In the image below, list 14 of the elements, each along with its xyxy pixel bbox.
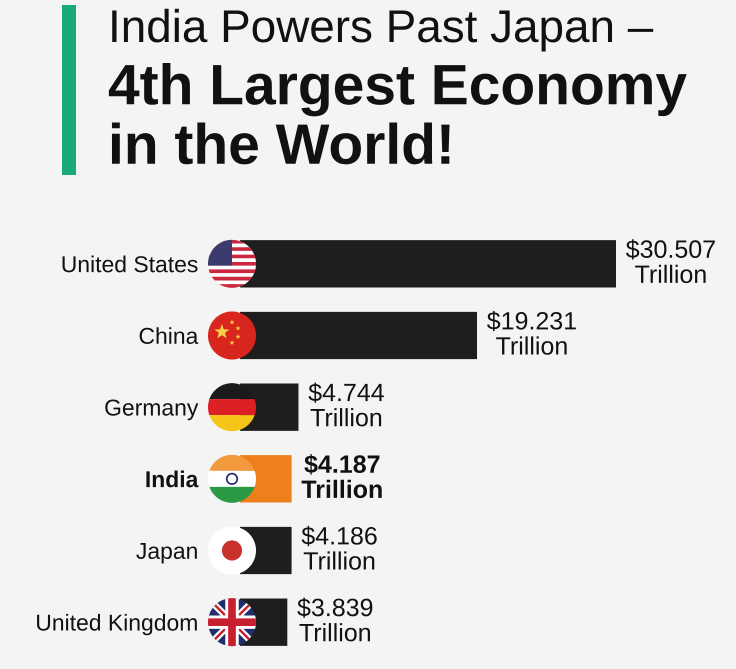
data-label: $4.744 Trillion	[308, 382, 384, 426]
data-label: $3.839 Trillion	[297, 598, 372, 642]
y-tick-label: Japan	[136, 543, 197, 564]
y-tick-label: Germany	[105, 399, 198, 420]
y-tick-label: India	[146, 470, 198, 488]
y-tick-label: United States	[62, 256, 198, 272]
y-tick-label: United Kingdom	[37, 614, 197, 636]
data-label: $30.507 Trillion	[626, 239, 715, 284]
chart-title: India Powers Past Japan –	[112, 8, 654, 52]
data-label: $4.186 Trillion	[302, 526, 377, 570]
data-label: $19.231 Trillion	[487, 310, 576, 355]
data-label: $4.187 Trillion	[302, 454, 382, 498]
chart-subtitle: 4th Largest Economy in the World!	[108, 63, 687, 164]
y-tick-label: China	[140, 327, 198, 344]
